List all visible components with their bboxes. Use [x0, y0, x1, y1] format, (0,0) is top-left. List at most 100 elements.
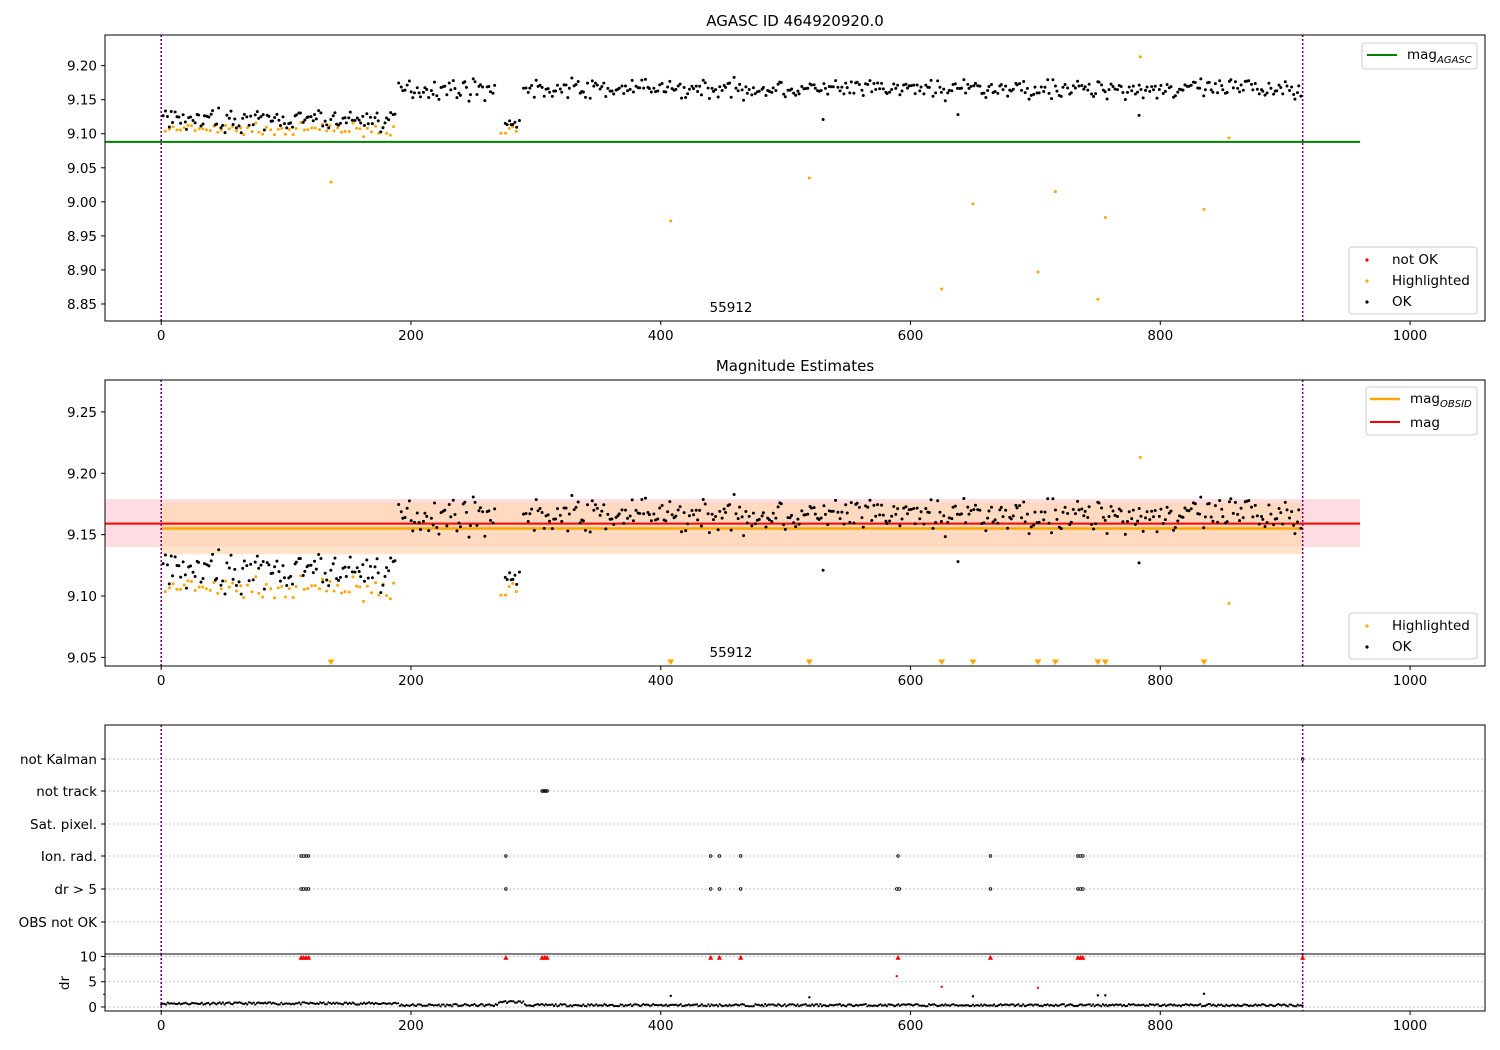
ok-point [229, 553, 233, 557]
ok-point [387, 118, 391, 122]
ok-point [1029, 93, 1033, 97]
ok-point [570, 494, 574, 498]
dr-point [192, 1002, 195, 1005]
ok-point [538, 83, 542, 87]
ok-point [1090, 522, 1094, 526]
dr-point [1108, 1003, 1111, 1007]
ok-point [779, 502, 783, 506]
ok-point [211, 552, 215, 556]
ok-point [289, 574, 293, 578]
ok-point [511, 122, 515, 126]
ok-point [881, 87, 885, 91]
ok-point [478, 506, 482, 510]
dr-point [1293, 1005, 1296, 1008]
ok-point [849, 501, 853, 505]
dr-point [470, 1003, 473, 1007]
dr-point [979, 1003, 983, 1006]
ok-point [199, 580, 203, 584]
ok-point [181, 560, 185, 564]
ok-point [239, 592, 243, 596]
highlighted-point [283, 132, 287, 136]
ok-point [487, 509, 491, 513]
dr-point [164, 1003, 168, 1006]
highlighted-point [385, 131, 389, 135]
ok-point [1141, 96, 1145, 100]
ok-point [1261, 89, 1265, 93]
highlighted-point [313, 584, 317, 588]
ok-point [936, 499, 940, 503]
highlighted-point [310, 126, 314, 130]
ok-point [370, 122, 374, 126]
dr-point [462, 1004, 465, 1007]
dr-point [319, 1001, 322, 1004]
ok-point [951, 505, 955, 509]
dr-point [1187, 1004, 1190, 1007]
ok-point [1100, 83, 1104, 87]
dr-point [367, 1001, 371, 1004]
dr-point [351, 1001, 354, 1004]
ok-point [806, 512, 810, 516]
legend-not-ok: not OK [1392, 252, 1439, 268]
ok-point [722, 507, 726, 511]
ok-point [399, 85, 403, 89]
highlighted-point [971, 202, 975, 206]
dr-point [981, 1004, 984, 1008]
ok-point [912, 506, 916, 510]
highlighted-point [227, 585, 231, 589]
dr-point [1181, 1003, 1184, 1007]
ok-point [405, 83, 409, 87]
ok-point [1047, 521, 1051, 525]
ok-point [732, 492, 736, 496]
dr-point [608, 1003, 611, 1007]
ok-point [602, 81, 606, 85]
dr-point [1169, 1003, 1173, 1006]
ok-point [1105, 97, 1109, 101]
dr-point [903, 1003, 906, 1006]
ok-point [1211, 90, 1215, 94]
ok-point [338, 575, 342, 579]
highlighted-point [231, 581, 235, 585]
ok-point [564, 506, 568, 510]
ok-point [999, 83, 1003, 87]
ok-point [747, 88, 751, 92]
ok-point [241, 566, 245, 570]
ok-point [690, 508, 694, 512]
ok-point [634, 508, 638, 512]
ok-point [1272, 92, 1276, 96]
highlighted-point [224, 123, 228, 127]
dr-point [879, 1003, 882, 1006]
ok-point [782, 92, 786, 96]
ok-point [962, 78, 966, 82]
highlighted-point [343, 590, 347, 594]
ok-point [379, 591, 383, 595]
highlighted-point [254, 575, 258, 579]
highlighted-point [355, 584, 359, 588]
dr-point [595, 1003, 598, 1006]
dr-point [203, 1003, 207, 1006]
dr-point [567, 1005, 570, 1008]
ok-point [936, 79, 940, 83]
dr-point [604, 1003, 608, 1007]
ok-point [306, 115, 310, 119]
ok-point [285, 126, 289, 130]
ok-point [294, 113, 298, 117]
dr-point [194, 1002, 197, 1005]
ok-point [1073, 86, 1077, 90]
ok-point [181, 113, 185, 117]
ok-point [1082, 87, 1086, 91]
ok-point [381, 583, 385, 587]
dr-point [294, 1002, 298, 1005]
highlighted-point [358, 585, 362, 589]
ok-point [1123, 532, 1127, 536]
below-range-marker [1034, 659, 1042, 665]
ok-point [478, 83, 482, 87]
dr-point [229, 1002, 233, 1006]
flag-marker [717, 887, 722, 891]
ok-point [165, 563, 169, 567]
ok-point [852, 91, 856, 95]
dr-point [424, 1004, 427, 1007]
dr-point [825, 1005, 828, 1008]
dr-clipped-marker [987, 954, 994, 960]
ok-point [1148, 89, 1152, 93]
ok-point [922, 92, 926, 96]
